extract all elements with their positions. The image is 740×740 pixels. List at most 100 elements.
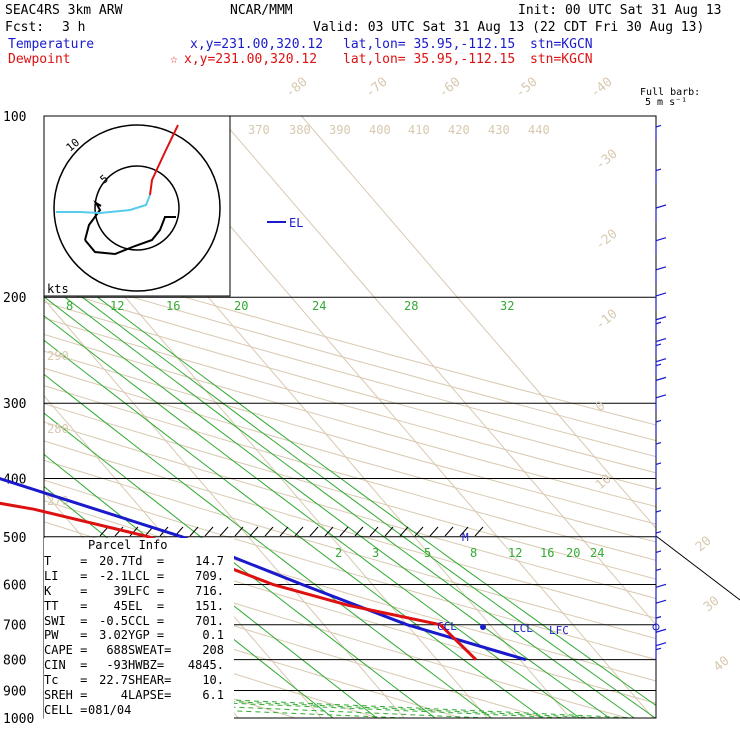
parcel-info-cell: 701. [195,613,224,628]
mixing-ratio-label: 5 [424,546,431,560]
theta-label: 400 [369,123,391,137]
parcel-info-cell: 4845. [187,658,224,673]
isotherm-label: -40 [588,74,616,101]
mixing-ratio-label: 24 [590,546,604,560]
parcel-info-cell: CIN = [44,658,88,673]
parcel-info-row: Tc = 22.7 SHEAR= 10. [44,673,234,688]
dry-adiabat [44,255,656,426]
wind-barb [655,237,667,255]
parcel-info-cell: 0.1 [202,628,224,643]
wind-barb [655,316,667,334]
isotherm-label: 40 [711,654,733,676]
mixing-ratio-line [44,339,544,718]
fcst-value: 3 h [62,20,85,35]
parcel-info-cell: 151. [195,598,224,613]
parcel-info-cell: 6.1 [202,688,224,703]
dry-adiabat [44,440,656,619]
theta-label: 370 [248,123,270,137]
parcel-info-cell: 3.02 [99,628,128,643]
dry-adiabat [44,285,656,458]
temp-legend-xy: x,y=231.00,320.12 [190,37,323,52]
pressure-tick-label: 400 [3,472,26,487]
wind-barb [655,358,667,376]
wind-barb [655,550,662,567]
dry-adiabat [44,333,656,508]
m-label: M [462,531,469,544]
mixing-ratio-line [44,315,581,718]
parcel-info-cell: HWBZ= [128,658,165,673]
parcel-info-cell: -93 [106,658,128,673]
lfc-label: LFC [549,624,569,637]
dry-adiabat [44,588,463,718]
pressure-tick-label: 700 [3,619,26,634]
ccl-marker [480,624,486,630]
pressure-tick-label: 300 [3,397,26,412]
theta-label: 390 [329,123,351,137]
calm-wind-marker [652,623,660,631]
wind-barb [655,337,667,356]
parcel-info-row: T = 20.7 Td = 14.7 [44,554,234,569]
parcel-info-cell: Tc = [44,673,88,688]
parcel-info-cell: SWEAT= [128,643,172,658]
isotherm-label: -60 [436,74,464,101]
parcel-info-row: CAPE = 688 SWEAT= 208 [44,643,234,658]
dry-adiabat [44,612,380,718]
parcel-info-row: LI = -2.1 LCL = 709. [44,569,234,584]
wind-barb [655,568,662,585]
hodograph-ring-outer [53,124,221,292]
mixing-ratio-label: 24 [312,299,326,313]
mixing-ratio-label: 20 [234,299,248,313]
isotherm-label: -80 [283,74,311,101]
parcel-info-title: Parcel Info [88,538,168,552]
mixing-ratio-line [64,296,635,718]
parcel-info-cell: 45 [113,598,128,613]
barb-title-2: 5 m s⁻¹ [645,97,687,108]
parcel-info-cell: EL = [128,598,165,613]
mixing-ratio-label: 16 [540,546,554,560]
wind-barb [655,462,662,479]
init-label: Init: 00 UTC Sat 31 Aug 13 [518,3,722,18]
ccl-label: CCL [437,620,457,633]
wind-barb [655,628,667,647]
dry-adiabat [44,479,656,661]
wind-barb [655,583,667,602]
wind-barb [655,124,662,141]
hodograph-ring-inner [94,165,180,251]
hodograph-units: kts [47,282,69,296]
parcel-info-cell: T = [44,554,88,568]
valid-label: Valid: 03 UTC Sat 31 Aug 13 (22 CDT Fri … [313,20,704,35]
model-label: SEAC4RS 3km ARW [5,3,123,18]
pressure-tick-label: 200 [3,291,26,306]
mixing-ratio-line [44,412,436,718]
wind-barb [655,441,662,459]
parcel-info-cell: LAPSE= [128,688,172,703]
text-layer: SEAC4RS 3km ARW NCAR/MMM Init: 00 UTC Sa… [5,3,722,637]
isotherm-label: 20 [693,534,715,556]
isotherm-label: -70 [363,74,391,101]
wind-barb [655,510,662,527]
parcel-info-cell: -0.5 [99,613,128,628]
wind-barb [655,642,667,660]
temp-legend-latlon: lat,lon= 35.95,-112.15 [343,37,515,52]
hodograph-trace-low [84,200,102,241]
isotherm-line [44,394,322,718]
parcel-info-cell: 20.7 [99,554,128,568]
hodograph [43,115,231,297]
mixing-ratio-label: 12 [110,299,124,313]
pressure-tick-label: 500 [3,531,26,546]
parcel-info-cell: 14.7 [195,554,224,568]
mixing-ratio-label: 16 [166,299,180,313]
parcel-info-cell: 081/04 [88,702,132,717]
theta-label: 280 [47,422,69,436]
parcel-info-cell: 688 [106,643,128,658]
hodograph-trace-mid [84,216,176,256]
wind-barb [655,530,662,548]
parcel-info-row: CIN = -93 HWBZ= 4845. [44,658,234,673]
theta-label: 420 [448,123,470,137]
dry-adiabat [44,459,656,640]
skewt-background: 100 200 300 400 500 600 700 800 900 1000 -80 -70 -60… [3,74,740,727]
mixing-ratio-label: 8 [66,299,73,313]
dewpoint-profile-line [0,501,478,661]
parcel-info-cell: 4 [120,688,128,703]
